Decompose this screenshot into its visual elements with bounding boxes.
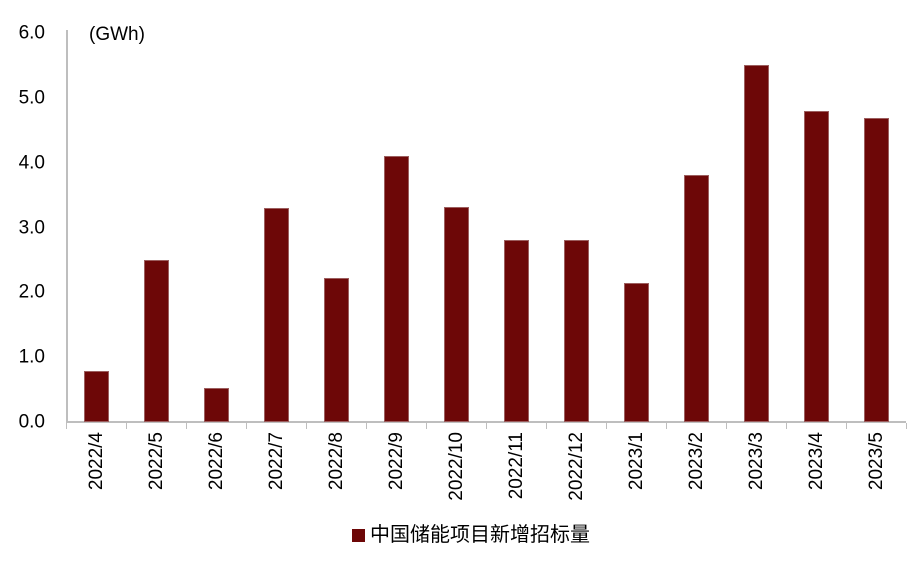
x-axis-tick (126, 423, 127, 429)
x-axis-label: 2022/7 (265, 432, 287, 491)
legend-label: 中国储能项目新增招标量 (370, 524, 590, 546)
x-axis-label: 2022/11 (505, 432, 527, 500)
x-axis-tick (846, 423, 847, 429)
x-axis-tick (426, 423, 427, 429)
x-axis-tick (666, 423, 667, 429)
bar (443, 207, 469, 422)
x-axis-label: 2022/12 (565, 432, 587, 501)
x-axis-label: 2023/3 (745, 432, 767, 491)
x-axis-label: 2023/1 (625, 432, 647, 491)
legend: 中国储能项目新增招标量 (352, 524, 590, 546)
x-axis-tick (486, 423, 487, 429)
bar (803, 111, 829, 422)
bar (83, 370, 109, 422)
x-axis-tick (66, 423, 67, 429)
bar (263, 208, 289, 422)
bar (503, 239, 529, 422)
x-axis-tick (606, 423, 607, 429)
x-axis-tick (246, 423, 247, 429)
x-axis-line (66, 421, 906, 423)
x-axis-label: 2023/2 (685, 432, 707, 491)
x-axis-tick (906, 423, 907, 429)
x-axis-label: 2022/4 (85, 432, 107, 491)
x-axis-tick (186, 423, 187, 429)
y-axis-tick-label: 1.0 (18, 346, 45, 368)
bar (383, 156, 409, 422)
x-axis-tick (786, 423, 787, 429)
legend-swatch-icon (352, 528, 365, 542)
x-axis-tick (306, 423, 307, 429)
y-axis-line (66, 30, 68, 423)
bar (683, 174, 709, 422)
y-axis-tick-label: 2.0 (18, 281, 45, 303)
y-axis-unit-label: (GWh) (89, 24, 145, 45)
y-axis-tick-label: 5.0 (18, 87, 45, 109)
bar (203, 388, 229, 422)
x-axis-label: 2022/6 (205, 432, 227, 491)
bar (743, 65, 769, 422)
x-axis-label: 2022/5 (145, 432, 167, 491)
y-axis-tick-label: 3.0 (18, 217, 45, 238)
x-axis-label: 2022/9 (385, 432, 407, 491)
bar (143, 259, 169, 422)
bar (623, 282, 649, 422)
x-axis-tick (726, 423, 727, 429)
bar (563, 239, 589, 422)
y-axis-tick-label: 0.0 (18, 411, 45, 433)
x-axis-tick (546, 423, 547, 429)
x-axis-label: 2022/10 (445, 432, 467, 501)
x-axis-label: 2023/4 (805, 432, 827, 491)
x-axis-label: 2023/5 (865, 432, 887, 491)
y-axis-tick-label: 4.0 (18, 152, 45, 174)
x-axis-label: 2022/8 (325, 432, 347, 491)
x-axis-tick (366, 423, 367, 429)
bar (863, 117, 889, 422)
y-axis-tick-label: 6.0 (18, 22, 45, 44)
bar (323, 278, 349, 422)
